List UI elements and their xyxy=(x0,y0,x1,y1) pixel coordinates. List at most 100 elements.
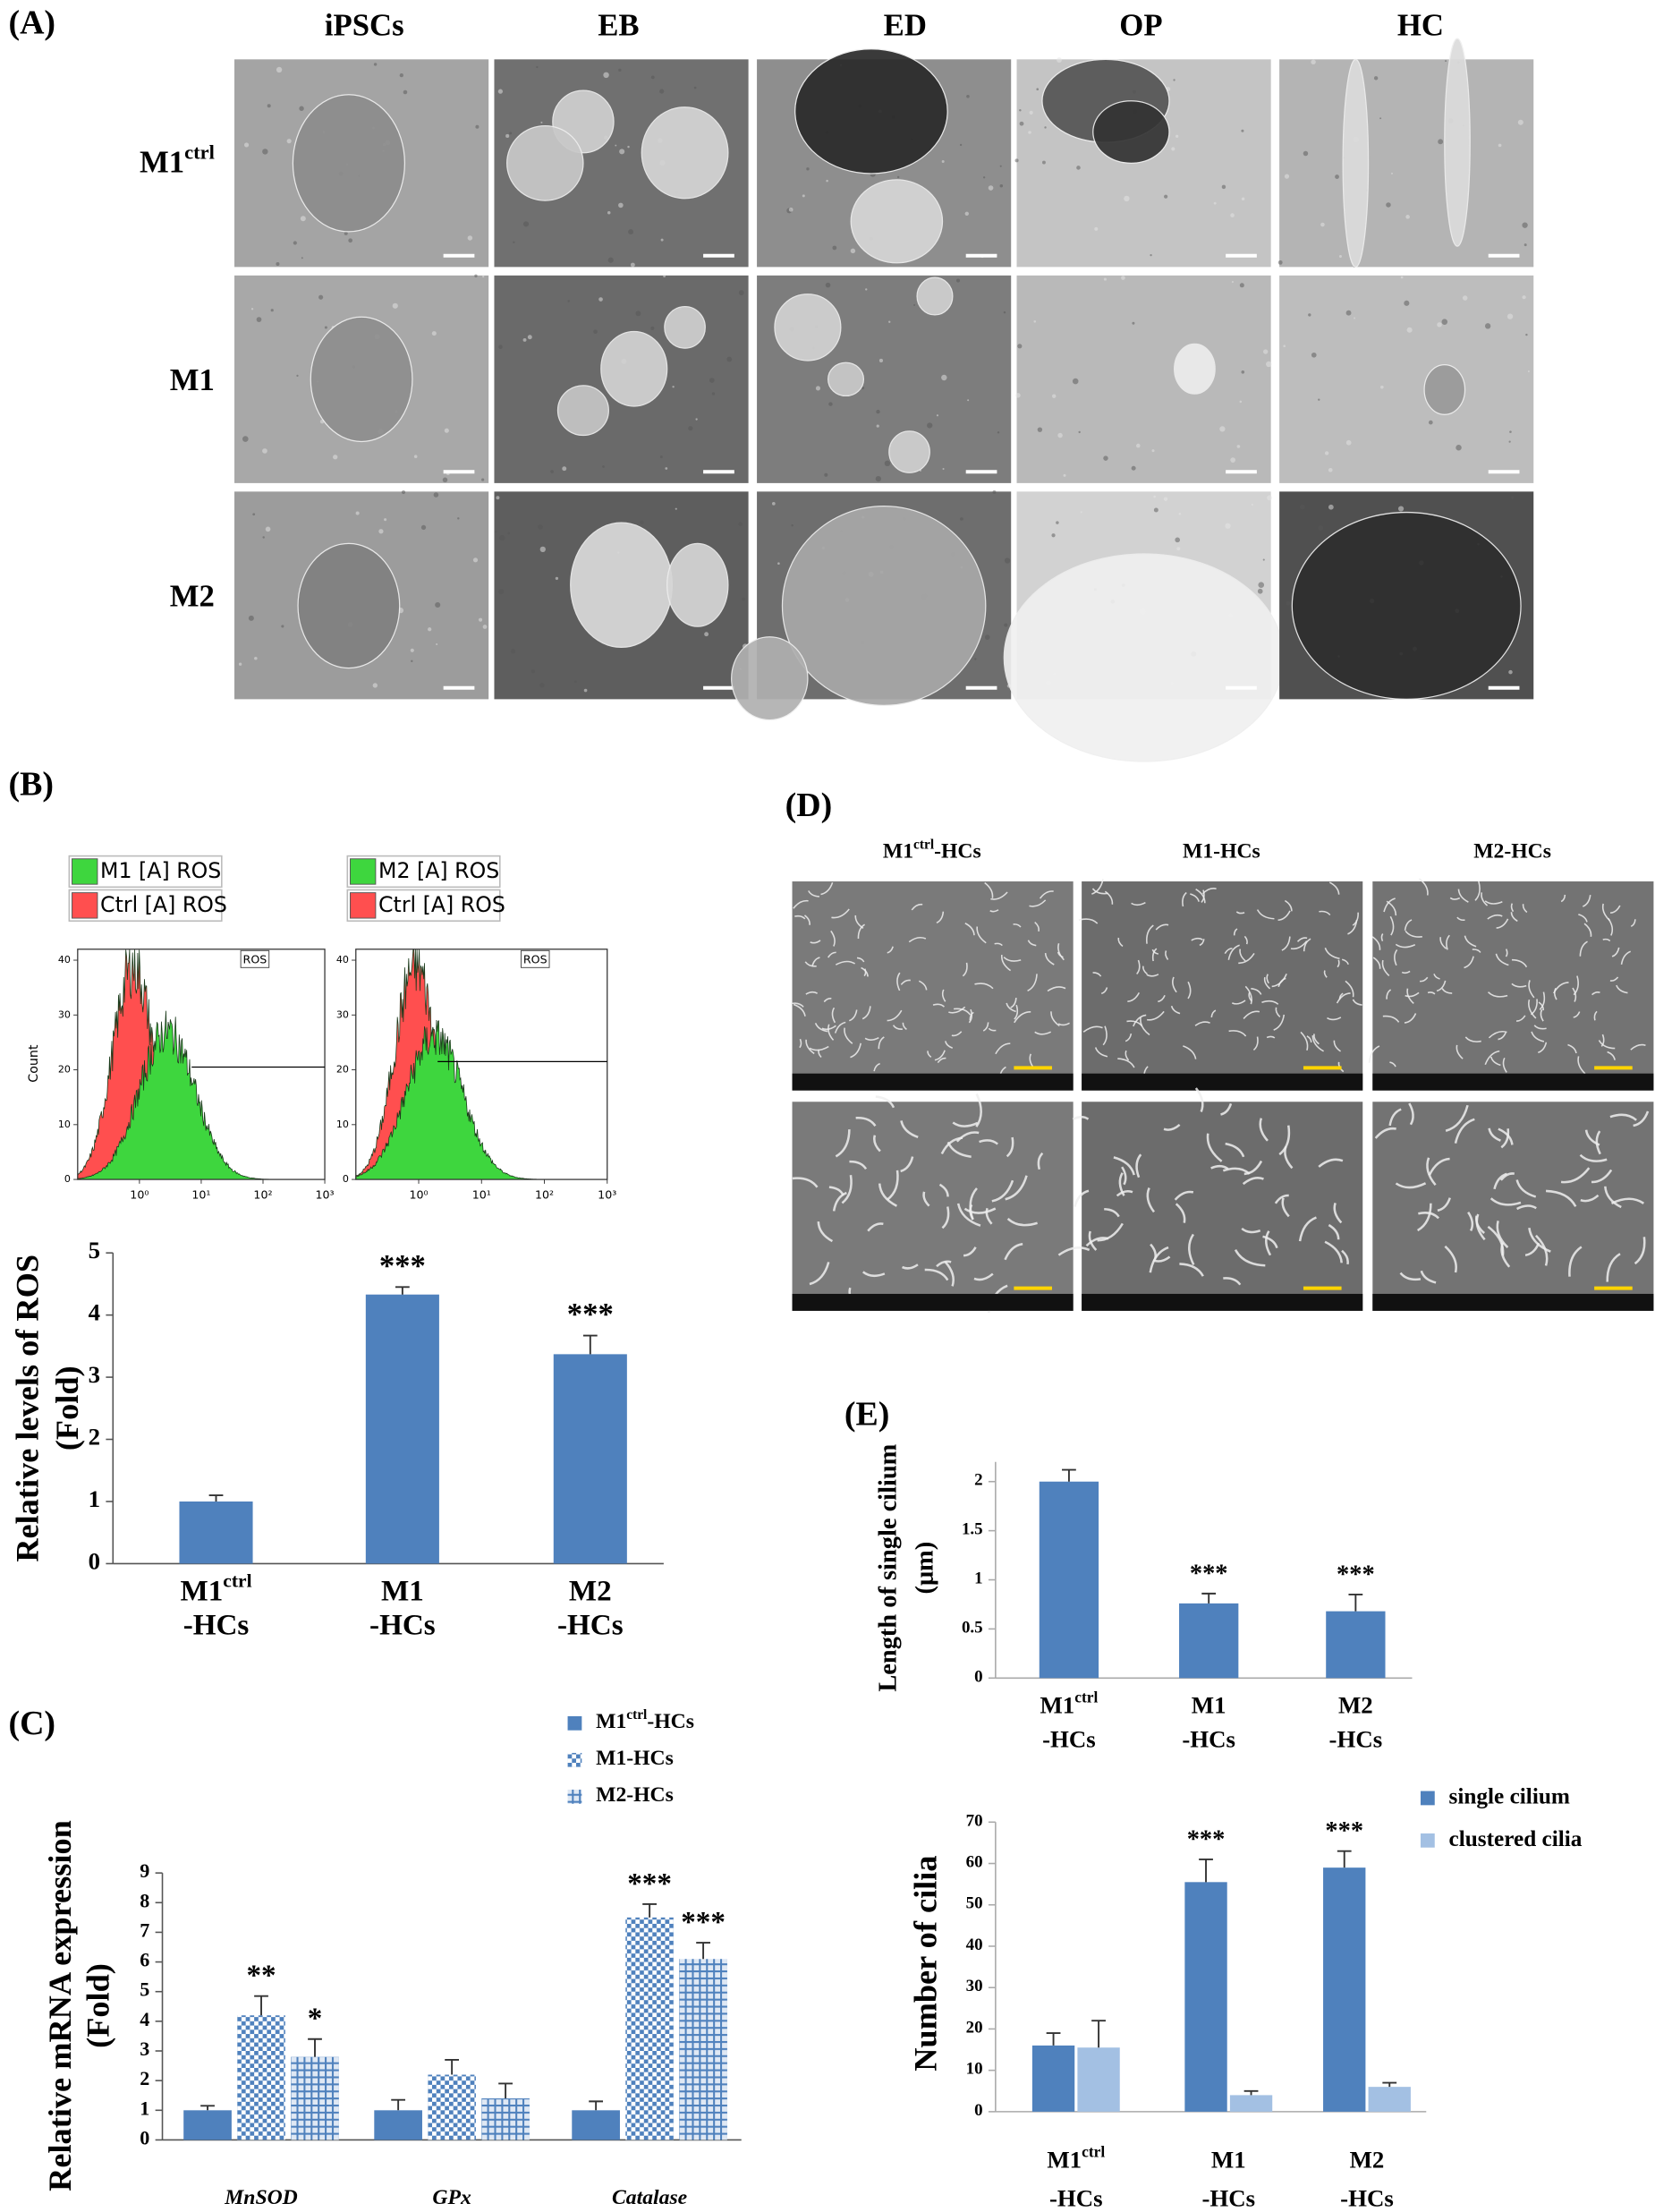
text-run: -HCs xyxy=(647,1710,694,1733)
texture xyxy=(355,511,360,515)
texture xyxy=(567,300,570,302)
superscript: ctrl xyxy=(913,837,935,852)
texture xyxy=(607,257,614,263)
texture xyxy=(876,409,880,414)
y-tick-label: 2 xyxy=(89,1424,100,1451)
cilium xyxy=(1224,948,1233,955)
superscript: ctrl xyxy=(1082,2143,1105,2161)
cilium xyxy=(1572,987,1577,1002)
cilium xyxy=(1456,916,1465,922)
text-run: 20 xyxy=(58,1064,71,1076)
text-run: -HCs xyxy=(1042,1725,1096,1752)
texture xyxy=(1428,420,1433,425)
error-bar xyxy=(395,1286,410,1295)
texture xyxy=(299,106,304,111)
text-line: M1 xyxy=(170,362,215,397)
text-line: *** xyxy=(627,1867,672,1900)
cilium xyxy=(1234,1248,1266,1267)
y-axis-label: (Fold) xyxy=(49,1365,85,1451)
y-tick-label: 10 xyxy=(966,2060,983,2079)
legend-swatch xyxy=(1420,1833,1435,1848)
colony xyxy=(1444,38,1471,247)
x-tick-label: M2 -HCs xyxy=(1340,2147,1394,2212)
cilium xyxy=(1515,1179,1537,1198)
texture xyxy=(967,399,970,402)
texture xyxy=(499,535,505,541)
cilium xyxy=(827,951,836,958)
y-tick-label: 4 xyxy=(140,2008,149,2030)
text-line: 60 xyxy=(966,1853,983,1872)
cilium xyxy=(1047,986,1066,992)
x-tick-label: GPx xyxy=(432,2186,471,2209)
panel-label: (A) xyxy=(8,4,55,41)
texture xyxy=(1175,537,1181,543)
cilium xyxy=(1328,1223,1340,1240)
y-tick-label: 3 xyxy=(89,1361,100,1388)
texture xyxy=(1456,445,1462,451)
texture xyxy=(265,526,271,532)
texture xyxy=(672,386,675,388)
text-run: M2 xyxy=(1350,2147,1385,2174)
x-tick-label: M1ctrl -HCs xyxy=(180,1570,251,1642)
cilium xyxy=(952,1121,979,1127)
cilium xyxy=(955,1131,980,1143)
cilium xyxy=(1029,899,1047,907)
cilium xyxy=(1243,935,1248,945)
text-line: 2 xyxy=(89,1424,100,1451)
cilium xyxy=(1277,910,1291,922)
text-line: M2 xyxy=(569,1574,612,1607)
legend-label: M1 [A] ROS xyxy=(100,857,221,882)
cilium xyxy=(995,1042,1011,1055)
error-bar xyxy=(1337,1850,1352,1868)
cilium xyxy=(1194,1087,1204,1112)
text-run: 30 xyxy=(58,1008,71,1020)
text-line: *** xyxy=(1337,1561,1375,1588)
texture xyxy=(1257,588,1263,594)
text-line: M1-HCs xyxy=(1183,840,1260,864)
text-run: Relative mRNA expression xyxy=(42,1820,78,2191)
text-line: -HCs xyxy=(1182,1725,1235,1752)
text-run: ROS xyxy=(523,952,547,966)
cilium xyxy=(1475,1215,1486,1234)
texture xyxy=(1320,222,1325,227)
texture xyxy=(442,477,448,483)
bar xyxy=(1031,2045,1075,2112)
text-line: M1 xyxy=(1211,2147,1246,2174)
text-run: HC xyxy=(1397,8,1444,43)
cilium xyxy=(1174,1190,1194,1201)
colony xyxy=(781,505,987,706)
y-tick-label: 5 xyxy=(89,1237,100,1263)
cilium xyxy=(1633,1110,1650,1127)
text-run: *** xyxy=(681,1905,726,1938)
texture xyxy=(1498,143,1502,148)
cilium xyxy=(956,1203,981,1227)
texture xyxy=(1004,557,1011,564)
texture xyxy=(627,145,630,149)
texture xyxy=(1308,313,1311,317)
sem-image xyxy=(1082,1102,1363,1311)
cilium xyxy=(1496,918,1509,929)
cilium xyxy=(1142,966,1148,975)
text-run: M1-HCs xyxy=(596,1747,674,1770)
cilium xyxy=(830,930,836,947)
texture xyxy=(964,211,969,216)
error-bar xyxy=(391,2098,406,2111)
texture xyxy=(1163,497,1168,501)
texture xyxy=(474,274,478,277)
cilium xyxy=(1188,1233,1195,1266)
cilium xyxy=(1528,1000,1537,1019)
cilium xyxy=(1183,1045,1197,1059)
y-axis-label: (μm) xyxy=(911,1542,938,1595)
cilium xyxy=(878,1183,898,1207)
texture xyxy=(1318,398,1320,401)
text-run: M1 xyxy=(1047,2147,1082,2174)
cilium xyxy=(850,1042,861,1059)
text-line: 0 xyxy=(974,2101,982,2120)
legend-label: M2 [A] ROS xyxy=(378,857,499,882)
info-bar xyxy=(1082,1073,1363,1091)
text-run: M1 xyxy=(180,1574,223,1607)
cilium xyxy=(1003,957,1022,962)
cilium xyxy=(1298,1216,1317,1242)
y-axis-label: Relative mRNA expression xyxy=(42,1820,78,2191)
y-tick-label: 20 xyxy=(336,1064,349,1076)
